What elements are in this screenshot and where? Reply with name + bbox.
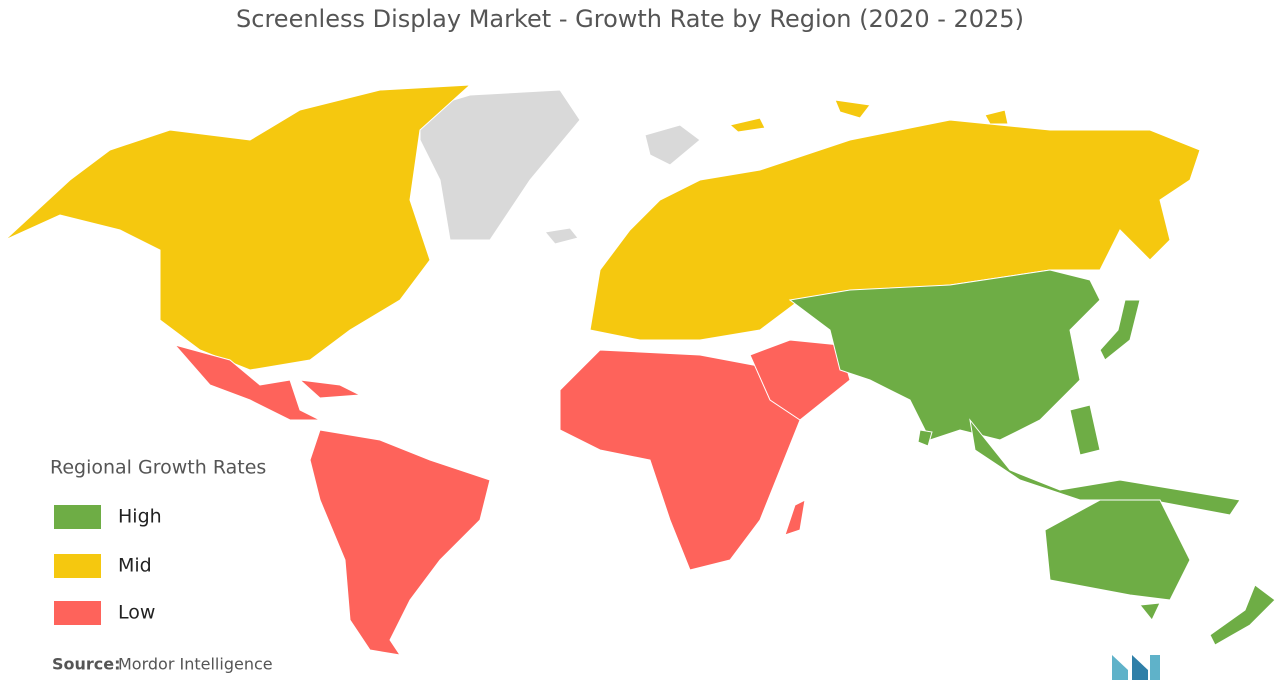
region-low xyxy=(309,429,491,656)
region-mid xyxy=(834,99,871,119)
region-low xyxy=(173,344,321,421)
region-high xyxy=(969,418,1241,516)
region-low xyxy=(784,499,806,536)
region-low xyxy=(559,349,801,571)
legend-label: Mid xyxy=(118,555,152,577)
title: Screenless Display Market - Growth Rate … xyxy=(236,5,1024,33)
region-low xyxy=(749,339,851,421)
legend-label: High xyxy=(118,506,162,528)
legend-swatch xyxy=(54,554,101,578)
legend-swatch xyxy=(54,601,101,625)
region-high xyxy=(1044,499,1191,601)
region-mid xyxy=(984,109,1009,125)
region-high xyxy=(1099,299,1141,361)
region-no-data xyxy=(419,89,581,241)
region-mid xyxy=(728,117,766,133)
region-low xyxy=(298,379,362,399)
legend-label: Low xyxy=(118,602,155,624)
region-high xyxy=(1139,602,1161,621)
region-high xyxy=(1069,404,1101,456)
region-no-data xyxy=(544,227,579,245)
region-high xyxy=(788,269,1101,441)
logo xyxy=(1112,655,1160,680)
source-label: Source: xyxy=(52,655,121,674)
legend: High Mid Low xyxy=(54,505,162,625)
legend-title: Regional Growth Rates xyxy=(50,457,266,479)
region-high xyxy=(1209,584,1276,646)
region-no-data xyxy=(644,124,701,166)
region-high xyxy=(917,429,933,447)
source-text: Mordor Intelligence xyxy=(118,655,273,674)
legend-swatch xyxy=(54,505,101,529)
region-mid xyxy=(4,84,472,371)
